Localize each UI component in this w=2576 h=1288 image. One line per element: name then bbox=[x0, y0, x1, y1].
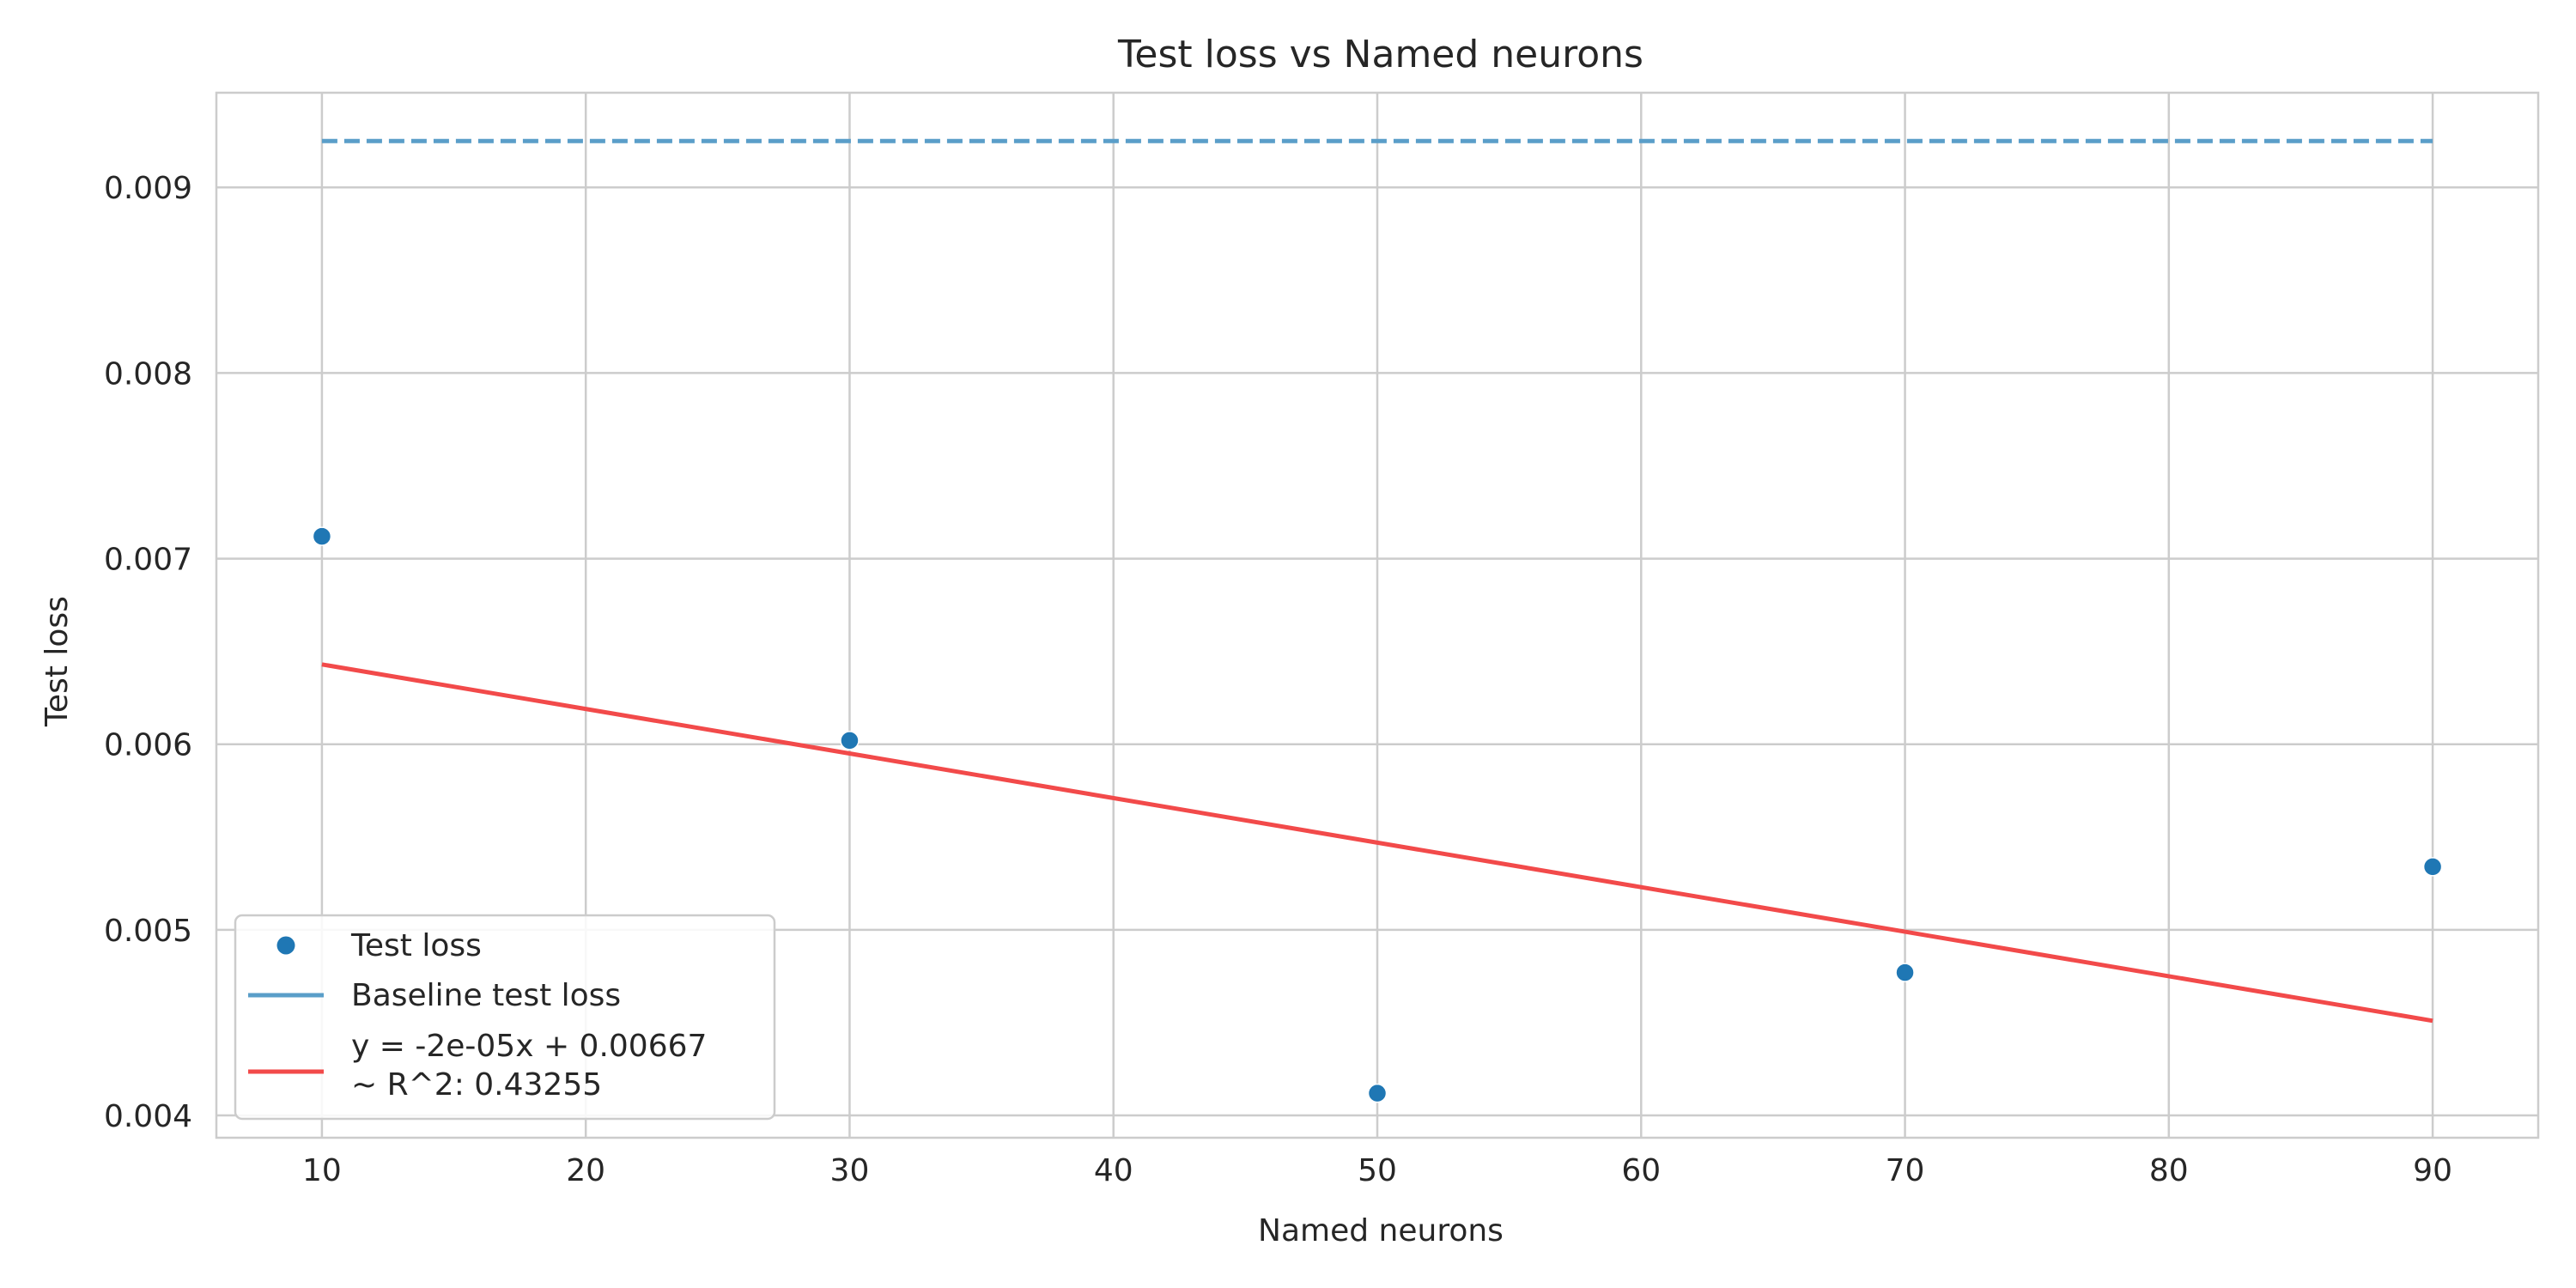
y-axis-label: Test loss bbox=[39, 596, 75, 727]
y-tick-label: 0.009 bbox=[104, 171, 192, 206]
data-point bbox=[312, 526, 332, 546]
grid bbox=[216, 93, 2538, 1138]
x-tick-label: 90 bbox=[2413, 1153, 2452, 1188]
x-tick-label: 20 bbox=[566, 1153, 605, 1188]
x-axis-label: Named neurons bbox=[1258, 1213, 1504, 1249]
data-point bbox=[2422, 857, 2443, 877]
chart-title: Test loss vs Named neurons bbox=[1117, 33, 1643, 76]
tick-labels: 10 20 30 40 50 60 70 80 90 0.004 0.005 0.006 0.007 0.… bbox=[104, 171, 2452, 1188]
legend-label: Test loss bbox=[350, 928, 482, 963]
plot-frame bbox=[215, 91, 2540, 1139]
fit-line bbox=[321, 662, 2433, 1024]
y-tick-label: 0.005 bbox=[104, 914, 192, 949]
y-tick-label: 0.004 bbox=[104, 1099, 192, 1134]
series-layer bbox=[312, 138, 2443, 1103]
data-point bbox=[1895, 963, 1915, 982]
legend-label: Baseline test loss bbox=[351, 978, 621, 1013]
y-tick-label: 0.008 bbox=[104, 356, 192, 392]
data-point bbox=[840, 731, 860, 750]
x-tick-label: 50 bbox=[1358, 1153, 1397, 1188]
legend-label: y = -2e-05x + 0.00667 bbox=[351, 1029, 707, 1064]
y-tick-label: 0.006 bbox=[104, 728, 192, 763]
legend-label: ~ R^2: 0.43255 bbox=[351, 1067, 602, 1103]
x-tick-label: 40 bbox=[1094, 1153, 1133, 1188]
x-tick-label: 30 bbox=[830, 1153, 870, 1188]
legend-box bbox=[234, 914, 776, 1121]
y-tick-label: 0.007 bbox=[104, 543, 192, 578]
data-point bbox=[1367, 1083, 1388, 1103]
legend-marker-dot bbox=[276, 936, 295, 955]
x-tick-label: 70 bbox=[1886, 1153, 1925, 1188]
x-tick-label: 60 bbox=[1621, 1153, 1661, 1188]
x-tick-label: 80 bbox=[2149, 1153, 2189, 1188]
x-tick-label: 10 bbox=[302, 1153, 342, 1188]
legend: Test loss Baseline test loss y = -2e-05x +… bbox=[234, 914, 776, 1121]
